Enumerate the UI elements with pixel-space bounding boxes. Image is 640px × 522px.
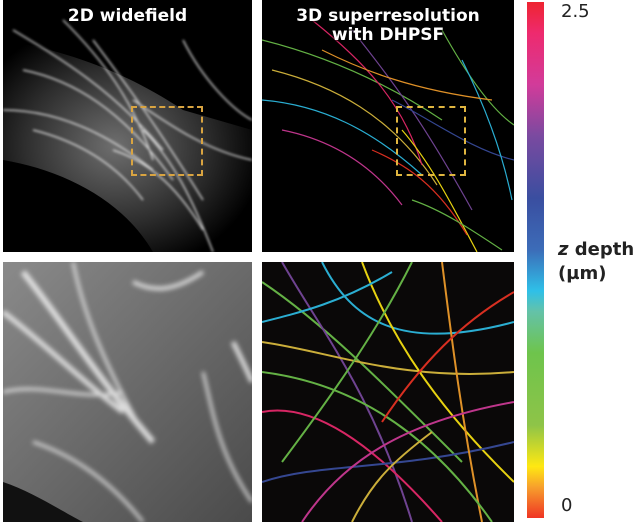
colorbar-label-variable: z xyxy=(558,239,569,260)
colorbar-label-unit: (µm) xyxy=(558,263,607,284)
depth-colorbar xyxy=(527,2,544,518)
widefield-microscopy-image xyxy=(3,19,252,252)
superresolution-title-line2: with DHPSF xyxy=(331,25,445,45)
roi-box-superresolution xyxy=(396,106,466,176)
colorbar-min-label: 0 xyxy=(561,495,573,516)
superresolution-zoom-image xyxy=(262,262,514,522)
widefield-zoom-panel xyxy=(3,262,252,522)
superresolution-image-panel: 3D superresolution with DHPSF xyxy=(262,0,514,252)
superresolution-title: 3D superresolution with DHPSF xyxy=(262,7,514,45)
superresolution-title-line1: 3D superresolution xyxy=(296,6,480,26)
widefield-image-panel: 2D widefield xyxy=(3,0,252,252)
colorbar-label-line1: z depth xyxy=(558,238,634,262)
widefield-zoom-image xyxy=(3,262,252,522)
roi-box-widefield xyxy=(131,106,203,176)
superresolution-zoom-panel xyxy=(262,262,514,522)
colorbar-axis-label: z depth (µm) xyxy=(558,238,634,286)
widefield-title: 2D widefield xyxy=(67,6,188,26)
colorbar-label-text: depth xyxy=(568,239,635,260)
colorbar-max-label: 2.5 xyxy=(561,1,590,22)
